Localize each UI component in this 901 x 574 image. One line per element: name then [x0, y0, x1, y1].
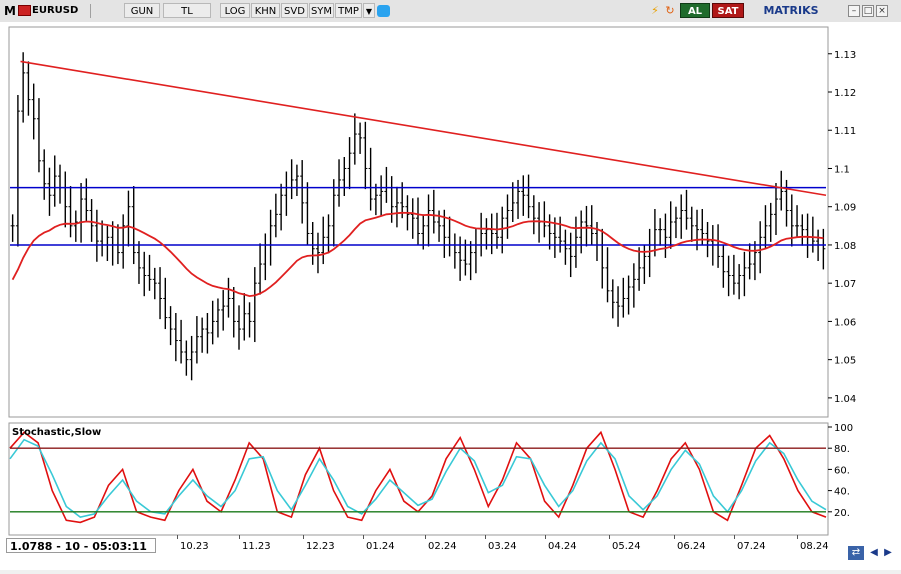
minimize-icon[interactable]: – [848, 5, 860, 17]
lightning-icon[interactable]: ⚡ [651, 4, 659, 17]
flag-icon [18, 5, 31, 16]
overlays [10, 60, 827, 298]
period-tl-button[interactable]: TL [163, 3, 211, 18]
log-button[interactable]: LOG [220, 3, 250, 18]
scroll-arrows[interactable]: ⇄ ◀ ▶ [848, 546, 896, 560]
x-axis-tick [177, 535, 178, 539]
x-axis-label: 06.24 [677, 541, 706, 552]
status-readout: 1.0788 - 10 - 05:03:11 [6, 538, 156, 553]
chart-area[interactable]: 1.13 1.12 1.11 1.1 1.09 1.08 1.07 1.06 1.05 1.04 … [0, 22, 901, 570]
x-axis-tick [674, 535, 675, 539]
scroll-right-icon[interactable]: ▶ [884, 547, 892, 558]
x-axis-label: 12.23 [306, 541, 335, 552]
refresh-icon[interactable]: ↻ [665, 4, 675, 17]
price-axis-label: 1.13 [834, 50, 856, 61]
price-axis-label: 1.12 [834, 88, 856, 99]
x-axis-label: 01.24 [366, 541, 395, 552]
tmp-button[interactable]: TMP [335, 3, 362, 18]
price-bars [10, 52, 826, 381]
price-axis-label: 1.05 [834, 356, 856, 367]
x-axis-tick [545, 535, 546, 539]
indicator-title: Stochastic,Slow [12, 427, 101, 438]
scroll-left-icon[interactable]: ◀ [870, 547, 878, 558]
x-axis-tick [485, 535, 486, 539]
dropdown-arrow-icon[interactable]: ▼ [363, 3, 375, 18]
price-axis: 1.13 1.12 1.11 1.1 1.09 1.08 1.07 1.06 1.05 1.04 [828, 50, 856, 405]
sync-icon[interactable]: ⇄ [848, 546, 864, 560]
svd-button[interactable]: SVD [281, 3, 308, 18]
al-button[interactable]: AL [680, 3, 710, 18]
x-axis-tick [734, 535, 735, 539]
indicator-axis-label: 20. [834, 508, 850, 519]
x-axis-tick [303, 535, 304, 539]
indicator-axis-label: 80. [834, 444, 850, 455]
x-axis-label: 02.24 [428, 541, 457, 552]
price-axis-label: 1.1 [834, 164, 850, 175]
x-axis-label: 04.24 [548, 541, 577, 552]
chart-svg: 1.131.121.111.11.091.081.071.061.051.04 … [8, 26, 856, 536]
price-axis-label: 1.04 [834, 394, 856, 405]
price-axis-label: 1.11 [834, 126, 856, 137]
x-axis-tick [609, 535, 610, 539]
price-axis-label: 1.08 [834, 241, 856, 252]
indicator-axis-label: 60. [834, 465, 850, 476]
indicator-axis: 100 80. 60. 40. 20. [10, 423, 853, 519]
moving-average-line [11, 211, 824, 298]
price-axis-label: 1.06 [834, 317, 856, 328]
indicator-axis-label: 100 [834, 423, 853, 434]
x-axis-tick [239, 535, 240, 539]
x-axis-label: 07.24 [737, 541, 766, 552]
close-icon[interactable]: × [876, 5, 888, 17]
app-icon[interactable]: M [4, 4, 16, 18]
separator [90, 4, 91, 18]
indicator-series-line [9, 438, 827, 518]
toolbar: M EURUSD GUN TL LOG KHN SVD SYM TMP ▼ ⚡ … [0, 0, 901, 23]
period-gun-button[interactable]: GUN [124, 3, 160, 18]
maximize-icon[interactable]: □ [862, 5, 874, 17]
symbol-label[interactable]: EURUSD [32, 5, 79, 16]
x-axis-tick [425, 535, 426, 539]
x-axis-label: 11.23 [242, 541, 271, 552]
sat-button[interactable]: SAT [712, 3, 744, 18]
price-axis-label: 1.09 [834, 203, 856, 214]
x-axis-tick [363, 535, 364, 539]
x-axis-label: 10.23 [180, 541, 209, 552]
brand-logo: MATRIKS [763, 4, 819, 17]
x-axis-label: 03.24 [488, 541, 517, 552]
price-axis-label: 1.07 [834, 279, 856, 290]
x-axis-label: 08.24 [800, 541, 829, 552]
indicator-axis-label: 40. [834, 487, 850, 498]
twitter-icon[interactable] [377, 5, 390, 17]
sym-button[interactable]: SYM [309, 3, 334, 18]
trendline [20, 60, 827, 197]
indicator-panel [8, 422, 829, 536]
x-axis-label: 05.24 [612, 541, 641, 552]
x-axis-tick [797, 535, 798, 539]
khn-button[interactable]: KHN [251, 3, 280, 18]
